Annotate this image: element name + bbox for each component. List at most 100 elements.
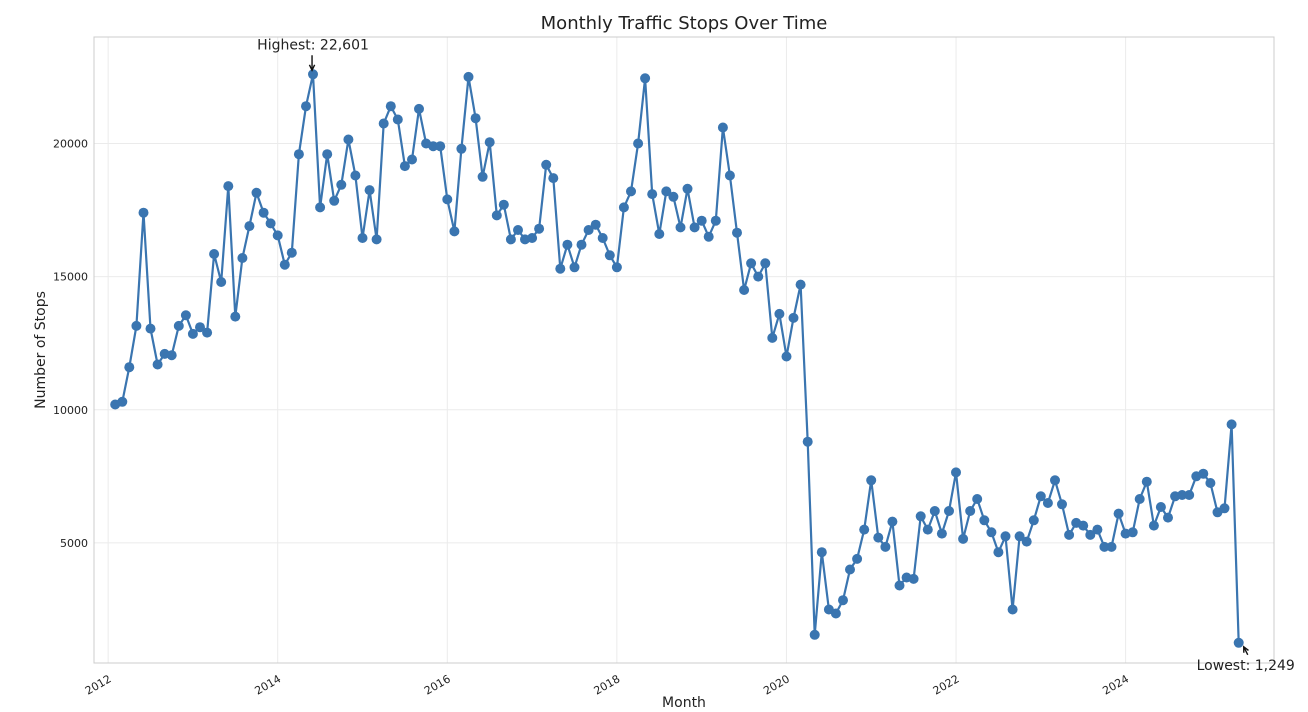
data-point <box>1113 508 1124 519</box>
data-point <box>202 327 213 338</box>
data-point <box>1127 527 1138 538</box>
data-point <box>717 122 728 133</box>
data-point <box>343 134 354 145</box>
data-point <box>216 277 227 287</box>
data-point <box>965 506 976 516</box>
data-point <box>626 186 636 197</box>
data-point <box>576 239 587 250</box>
data-point <box>1007 604 1018 615</box>
data-point <box>661 186 672 197</box>
data-point <box>887 516 898 527</box>
data-point <box>449 226 460 237</box>
x-tick-label: 2020 <box>761 672 792 697</box>
data-point <box>378 118 389 129</box>
data-point <box>237 253 248 263</box>
annotation-arrowhead <box>1243 645 1249 653</box>
data-point <box>336 179 347 190</box>
data-point <box>442 194 453 205</box>
data-point <box>1021 536 1032 547</box>
x-tick-label: 2024 <box>1100 672 1131 697</box>
data-point <box>117 396 128 407</box>
data-point <box>922 524 933 535</box>
data-point <box>866 475 877 486</box>
y-tick-label: 15000 <box>53 271 88 284</box>
y-axis-label: Number of Stops <box>33 291 49 409</box>
data-point <box>654 229 665 239</box>
data-point <box>908 573 919 584</box>
data-point <box>435 141 446 152</box>
data-point <box>1134 494 1145 504</box>
data-point <box>647 189 658 200</box>
data-point <box>802 436 813 447</box>
data-point <box>562 239 573 250</box>
data-point <box>1177 490 1188 500</box>
data-point <box>569 262 580 273</box>
data-point <box>873 532 884 543</box>
data-point <box>195 322 205 333</box>
data-point <box>1219 503 1230 514</box>
data-point <box>230 311 241 322</box>
data-point <box>414 103 424 114</box>
data-point <box>979 515 990 526</box>
data-point <box>703 231 714 242</box>
data-point <box>357 233 368 243</box>
data-point <box>322 149 333 160</box>
data-point <box>371 234 382 245</box>
data-point <box>795 279 806 290</box>
data-point <box>166 350 177 361</box>
data-point <box>251 187 262 198</box>
data-point <box>1092 524 1103 535</box>
data-point <box>315 202 326 213</box>
data-point <box>611 262 622 273</box>
data-point <box>1184 490 1195 500</box>
data-point <box>548 173 559 184</box>
data-point <box>859 524 870 535</box>
series-layer <box>114 73 1240 643</box>
data-point <box>633 138 644 149</box>
data-point <box>760 258 771 269</box>
data-point <box>145 323 156 334</box>
data-point <box>739 285 750 295</box>
data-point <box>385 101 396 112</box>
plot-frame <box>93 36 1275 664</box>
data-point <box>689 222 700 233</box>
data-point <box>1085 529 1096 540</box>
data-point <box>350 170 361 181</box>
data-point <box>180 310 191 321</box>
x-tick-label: 2014 <box>252 672 283 697</box>
data-point <box>152 359 163 370</box>
data-point <box>498 199 509 210</box>
data-point <box>484 137 495 148</box>
data-point <box>138 207 149 218</box>
data-point <box>399 161 410 172</box>
data-point <box>845 564 855 575</box>
x-axis-label: Month <box>662 695 706 711</box>
annotation-layer: Highest: 22,601 Lowest: 1,249 <box>257 37 1295 674</box>
data-point <box>272 230 283 241</box>
data-point <box>788 312 799 323</box>
data-point <box>915 511 926 522</box>
data-point <box>463 71 474 82</box>
data-point <box>936 528 947 539</box>
data-point <box>724 170 735 181</box>
data-point <box>505 234 516 245</box>
data-point <box>993 547 1004 558</box>
data-point <box>668 191 679 202</box>
data-point <box>852 553 863 564</box>
series-line <box>114 73 1240 643</box>
data-point <box>555 263 566 274</box>
data-point <box>1233 637 1244 648</box>
data-point <box>527 233 538 243</box>
data-point <box>364 185 375 196</box>
data-point <box>880 541 891 552</box>
data-point <box>1057 499 1067 510</box>
data-point <box>1028 515 1039 526</box>
data-point <box>767 332 778 343</box>
data-point <box>279 259 290 270</box>
data-point <box>286 247 297 258</box>
data-point <box>583 225 594 235</box>
grid-layer <box>94 37 1274 663</box>
data-point <box>477 171 488 182</box>
